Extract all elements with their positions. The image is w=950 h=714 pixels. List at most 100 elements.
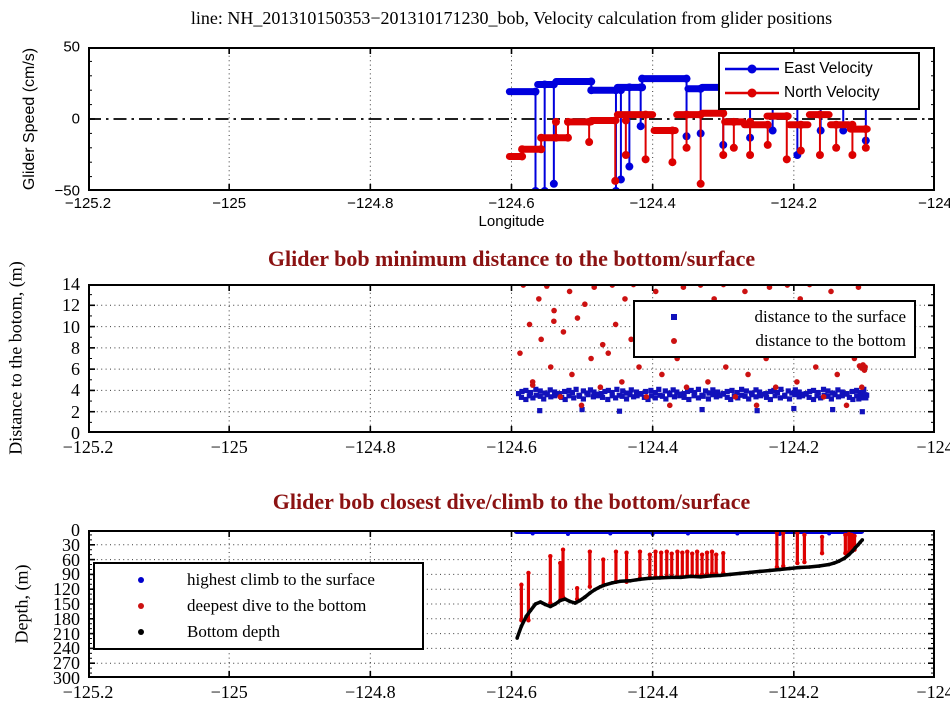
legend-entry: Bottom depth [95, 619, 422, 645]
x-tick-label: −124.4 [629, 195, 676, 212]
legend-entry: North Velocity [720, 81, 918, 105]
data-marker [585, 117, 594, 126]
scatter-point [652, 389, 658, 396]
data-marker [675, 549, 680, 554]
data-marker [689, 551, 695, 556]
scatter-point [820, 386, 827, 392]
scatter-point [670, 387, 676, 393]
scatter-point [667, 392, 673, 398]
scatter-point [717, 393, 723, 399]
scatter-point [825, 388, 831, 394]
y-tick-label: 2 [71, 401, 80, 422]
scatter-point [605, 396, 611, 403]
scatter-point [648, 387, 654, 394]
scatter-point [724, 388, 730, 395]
data-marker [796, 120, 805, 129]
scatter-point [722, 364, 729, 370]
scatter-point [810, 396, 817, 403]
scatter-point [573, 386, 579, 392]
x-tick-label: −124.6 [486, 682, 537, 702]
data-marker [551, 117, 560, 126]
legend-marker [635, 329, 713, 353]
scatter-point [785, 388, 791, 394]
scatter-point [671, 394, 678, 400]
scatter-point [856, 396, 862, 402]
y-tick-label: −50 [54, 182, 80, 200]
scatter-point [608, 531, 613, 536]
scatter-point [849, 388, 855, 395]
scatter-point [681, 391, 687, 397]
data-marker [621, 151, 630, 159]
y-tick-label: 30 [62, 534, 80, 555]
scatter-point [620, 388, 626, 394]
scatter-point [796, 389, 802, 395]
data-marker [518, 152, 527, 161]
scatter-point [627, 392, 633, 398]
scatter-point [710, 387, 716, 393]
data-marker [528, 608, 533, 613]
data-marker [856, 543, 860, 547]
scatter-point [574, 315, 581, 321]
x-tick-label: −125.2 [64, 195, 112, 212]
scatter-point [818, 395, 824, 401]
scatter-point [569, 389, 576, 396]
data-marker [802, 532, 807, 538]
data-marker [819, 534, 825, 540]
square-marker-icon [671, 314, 677, 320]
scatter-point [562, 396, 568, 403]
scatter-point [803, 391, 809, 397]
y-tick-label: 90 [62, 564, 80, 585]
scatter-point [643, 394, 650, 400]
scatter-point [588, 355, 594, 362]
data-marker [538, 600, 543, 604]
data-marker [746, 151, 755, 159]
scatter-point [686, 396, 692, 403]
x-tick-label: −124.8 [345, 437, 396, 457]
data-marker [641, 155, 650, 164]
scatter-point [843, 402, 850, 409]
data-marker [848, 151, 857, 159]
scatter-point [705, 396, 712, 402]
legend-marker [720, 57, 784, 81]
scatter-point [578, 402, 585, 409]
scatter-point [537, 408, 543, 414]
data-marker [553, 602, 558, 606]
scatter-point [774, 389, 781, 396]
data-marker [560, 547, 566, 552]
scatter-point [582, 301, 588, 308]
scatter-point [566, 393, 572, 399]
data-marker [839, 126, 848, 135]
scatter-point [528, 389, 534, 396]
x-tick-label: −124 [918, 195, 950, 212]
scatter-point [526, 321, 533, 328]
data-marker [718, 573, 723, 578]
legend-marker [635, 305, 713, 329]
scatter-point [547, 364, 554, 370]
scatter-point [772, 384, 779, 391]
scatter-point [728, 396, 734, 403]
legend-entry: distance to the surface [635, 305, 914, 329]
x-tick-label: −124.2 [768, 682, 820, 702]
data-marker [682, 110, 691, 119]
y-tick-label: 270 [53, 653, 80, 674]
scatter-point [605, 350, 612, 356]
y-tick-label: 300 [53, 668, 80, 688]
data-marker [819, 550, 825, 556]
scatter-point [566, 387, 572, 394]
scatter-point [810, 387, 817, 394]
data-marker [657, 576, 662, 580]
data-marker [587, 77, 596, 86]
scatter-point [579, 406, 585, 413]
scatter-point [702, 388, 709, 394]
data-marker [848, 120, 857, 129]
legend-label: distance to the bottom [755, 331, 906, 350]
data-marker [549, 179, 558, 188]
data-marker [638, 74, 647, 83]
scatter-point [648, 393, 655, 399]
data-marker [537, 145, 546, 154]
scatter-point [645, 396, 651, 403]
scatter-point [580, 396, 586, 402]
scatter-point [556, 391, 562, 397]
scatter-point [691, 393, 697, 399]
scatter-point [530, 531, 535, 536]
